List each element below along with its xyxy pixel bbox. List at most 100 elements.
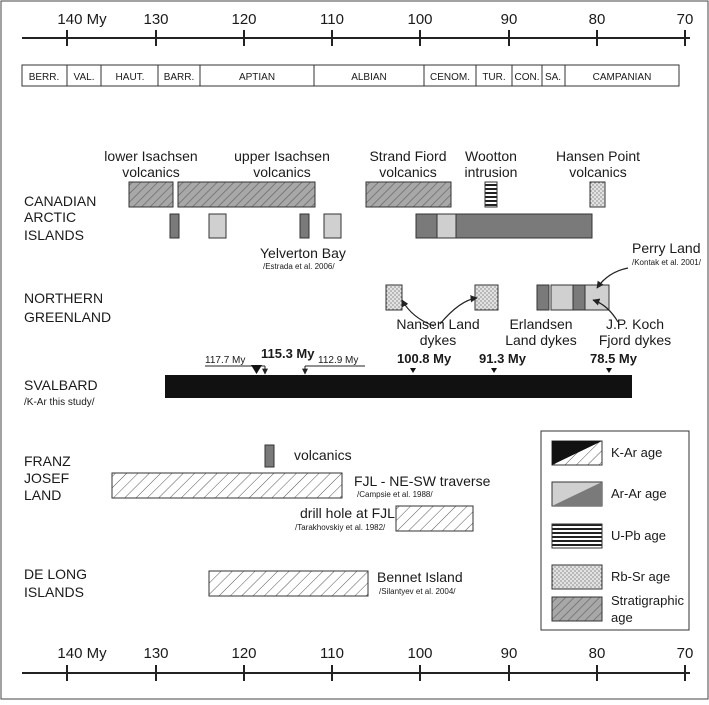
- drill-label: drill hole at FJL: [300, 505, 395, 521]
- bottom-tick-label: 120: [231, 645, 256, 662]
- nansen-arrow: [401, 299, 435, 327]
- strand-fiord-label: Strand Fiord: [369, 148, 446, 164]
- top-tick-label: 90: [501, 11, 518, 28]
- stage-label: HAUT.: [116, 72, 145, 83]
- age-marker: [410, 368, 416, 373]
- wootton-bar: [484, 181, 498, 208]
- bottom-tick-label: 90: [501, 645, 518, 662]
- region-canadian: ISLANDS: [24, 227, 84, 243]
- legend-item-rbsr: Rb-Sr age: [551, 564, 670, 590]
- nansen-label: Nansen Land: [396, 316, 479, 332]
- svalbard-age: 100.8 My: [397, 351, 452, 366]
- stage-label: SA.: [545, 72, 561, 83]
- nansen-arrow: [439, 295, 478, 325]
- bottom-tick-label: 130: [143, 645, 168, 662]
- age-marker: [606, 368, 612, 373]
- lower-isachsen-bar: [128, 181, 174, 208]
- jpkoch-bar: [550, 284, 574, 311]
- upper-isachsen-label: volcanics: [253, 164, 311, 180]
- bottom-tick-label: 80: [589, 645, 606, 662]
- top-tick-label: 80: [589, 11, 606, 28]
- upper-isachsen-bar: [177, 181, 316, 208]
- top-tick-label: 70: [677, 11, 694, 28]
- jpkoch-label: J.P. Koch: [606, 316, 664, 332]
- delong-bars: Bennet Island /Silantyev et al. 2004/: [208, 569, 463, 597]
- age-marker: [491, 368, 497, 373]
- legend-label: Rb-Sr age: [611, 569, 670, 584]
- legend-item-kar: K-Ar age: [551, 440, 662, 466]
- stage-label: BARR.: [164, 72, 195, 83]
- svalbard-age: 78.5 My: [590, 351, 638, 366]
- bottom-tick-label: 110: [320, 645, 344, 662]
- region-franz: FRANZ: [24, 453, 71, 469]
- svalbard-age: 91.3 My: [479, 351, 527, 366]
- region-franz: JOSEF: [24, 470, 69, 486]
- top-tick-label: 130: [143, 11, 168, 28]
- wootton-label: Wootton: [465, 148, 517, 164]
- fjl-traverse-bar: [111, 472, 343, 499]
- nansen-label: dykes: [420, 332, 457, 348]
- greenland-bars: Perry Land /Kontak et al. 2001/ Nansen L…: [385, 240, 702, 348]
- stage-label: BERR.: [29, 72, 60, 83]
- legend-label: age: [611, 610, 633, 625]
- lower-isachsen-label: volcanics: [122, 164, 180, 180]
- legend-item-upb: U-Pb age: [551, 523, 666, 549]
- legend-label: U-Pb age: [611, 528, 666, 543]
- region-labels: CANADIAN ARCTIC ISLANDS NORTHERN GREENLA…: [24, 193, 111, 600]
- top-tick-label: 110: [320, 11, 344, 28]
- stage-bar: BERR. VAL. HAUT. BARR. APTIAN ALBIAN CEN…: [21, 64, 680, 87]
- fjl-volcanics-bar: [264, 444, 275, 468]
- erlandsen-label: Land dykes: [505, 332, 577, 348]
- bottom-tick-label: 70: [677, 645, 694, 662]
- svalbard-age: 115.3 My: [261, 346, 315, 361]
- svalbard-kar-bar: [165, 375, 632, 398]
- svalbard-age: 112.9 My: [318, 355, 358, 366]
- nansen-bar: [385, 284, 403, 311]
- hansen-point-label: volcanics: [569, 164, 627, 180]
- top-axis: 140 My 130 120 110 100 90 80 70: [22, 11, 693, 46]
- bottom-tick-label: 100: [407, 645, 432, 662]
- bennet-label: Bennet Island: [377, 569, 463, 585]
- jpkoch-arrow: [592, 298, 619, 323]
- hansen-point-label: Hansen Point: [556, 148, 640, 164]
- legend-label: K-Ar age: [611, 445, 662, 460]
- region-greenland: GREENLAND: [24, 309, 111, 325]
- region-franz: LAND: [24, 487, 61, 503]
- fjl-traverse-label: FJL - NE-SW traverse: [354, 473, 491, 489]
- nansen-bar: [474, 284, 499, 311]
- wootton-label: intrusion: [465, 164, 518, 180]
- erlandsen-bar: [536, 284, 550, 311]
- yelverton-label: Yelverton Bay: [260, 245, 346, 261]
- fjl-volcanics-label: volcanics: [294, 447, 352, 463]
- top-tick-label: 140 My: [57, 11, 107, 28]
- bennet-bar: [208, 570, 369, 597]
- stage-label: CENOM.: [430, 72, 470, 83]
- legend-label: Stratigraphic: [611, 593, 684, 608]
- upper-isachsen-label: upper Isachsen: [234, 148, 330, 164]
- ar-ar-bar: [299, 213, 310, 239]
- ar-ar-bar: [208, 213, 227, 239]
- jpkoch-label: Fjord dykes: [599, 332, 671, 348]
- stage-label: TUR.: [482, 72, 505, 83]
- mean-age-marker: [251, 365, 262, 374]
- stage-label: VAL.: [74, 72, 95, 83]
- perry-label: Perry Land: [632, 240, 700, 256]
- hansen-point-bar: [589, 181, 606, 208]
- erlandsen-label: Erlandsen: [509, 316, 572, 332]
- strand-fiord-bar: [365, 181, 452, 208]
- region-svalbard: SVALBARD: [24, 377, 98, 393]
- strand-fiord-label: volcanics: [379, 164, 437, 180]
- canadian-bars: lower Isachsen volcanics upper Isachsen …: [104, 148, 640, 271]
- region-greenland: NORTHERN: [24, 290, 103, 306]
- region-delong: ISLANDS: [24, 584, 84, 600]
- stage-label: CON.: [515, 72, 540, 83]
- yelverton-ref: /Estrada et al. 2006/: [263, 262, 335, 271]
- legend-item-arar: Ar-Ar age: [551, 481, 667, 507]
- ar-ar-bar: [436, 213, 457, 239]
- bottom-axis: 140 My 130 120 110 100 90 80 70: [22, 645, 693, 681]
- lower-isachsen-label: lower Isachsen: [104, 148, 197, 164]
- svalbard-bars: 117.7 My 115.3 My 112.9 My 100.8 My 91.3…: [165, 346, 638, 398]
